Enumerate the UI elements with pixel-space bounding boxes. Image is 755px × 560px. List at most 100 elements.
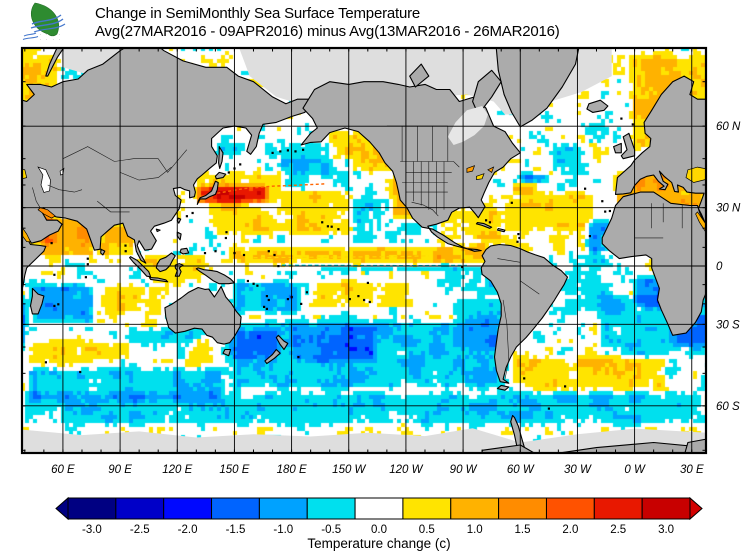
kuroshio-front-dashed — [217, 183, 326, 194]
logo-caption-row2: · · · · — [39, 37, 63, 42]
island-dot — [366, 281, 369, 284]
colorbar-segment — [641, 497, 691, 520]
island-dot — [265, 307, 268, 310]
colorbar-tick-label: -1.5 — [226, 524, 246, 536]
political-border — [400, 161, 460, 168]
island-dot — [564, 385, 567, 388]
colorbar-right-arrow — [689, 496, 703, 521]
colorbar-left-arrow — [55, 496, 69, 521]
colorbar-segment — [211, 497, 260, 520]
island-dot — [185, 215, 188, 218]
island-dot — [348, 298, 351, 301]
political-border — [47, 184, 83, 193]
island-dot — [124, 250, 127, 253]
colorbar-tick-label: -2.0 — [178, 524, 198, 536]
island-dot — [256, 284, 259, 287]
island-dot — [294, 150, 297, 153]
island-dot — [326, 225, 329, 228]
figure-title-line2: Avg(27MAR2016 - 09APR2016) minus Avg(13M… — [95, 23, 560, 40]
political-border — [436, 161, 437, 214]
landmass-australia — [164, 285, 242, 345]
island-dot — [279, 150, 282, 153]
colorbar-tick-label: -1.0 — [273, 524, 293, 536]
landmass-java — [149, 276, 169, 283]
political-border — [97, 200, 130, 213]
ice-area-hudson-bay-top — [447, 106, 488, 145]
landmass-africa — [21, 191, 707, 336]
island-dot — [305, 291, 308, 294]
island-dot — [44, 361, 47, 364]
landmass-nz-north-island — [275, 334, 289, 351]
island-dot — [286, 298, 289, 301]
landmass-nz-south-island — [264, 348, 281, 365]
logo-leaf-icon: · · · · · · · · — [22, 1, 76, 45]
colorbar-segment — [258, 497, 308, 520]
lon-axis-label: 0 W — [624, 464, 646, 476]
colorbar-tick-label: -0.5 — [321, 524, 341, 536]
lat-axis-label: 60 N — [716, 121, 741, 133]
wave-line-1 — [31, 14, 62, 25]
island-dot — [79, 370, 82, 374]
lon-axis-label: 30 W — [564, 464, 592, 476]
island-dot — [227, 171, 230, 174]
colorbar-tick-label: 1.0 — [467, 524, 483, 536]
equatorial-front-dashed — [282, 264, 467, 267]
lon-axis-label: 90 W — [450, 464, 478, 476]
lake-caspian-sea — [37, 166, 51, 193]
colorbar-tick-label: 2.5 — [610, 524, 626, 536]
island-dot — [523, 377, 526, 380]
lat-axis-label: 0 — [716, 261, 723, 273]
landmass-ireland — [613, 142, 622, 154]
landmass-hispaniola — [496, 227, 506, 233]
landmass-borneo — [155, 252, 176, 273]
island-dot — [608, 209, 611, 213]
colorbar-segment — [450, 497, 500, 520]
colorbar-segment — [163, 497, 213, 520]
island-dot — [321, 221, 324, 224]
political-border — [520, 280, 540, 295]
colorbar-segment — [354, 497, 404, 520]
political-border — [447, 126, 449, 162]
necc-front-dashed — [253, 255, 429, 259]
wave-line-3 — [33, 23, 66, 33]
political-border — [32, 187, 41, 208]
lon-axis-label: 150 W — [332, 464, 366, 476]
landmass-tierra-del-fuego — [496, 384, 510, 391]
island-dot — [239, 163, 242, 166]
political-border — [413, 161, 414, 202]
lon-axis-label: 60 E — [51, 464, 75, 476]
map-layers — [21, 47, 707, 454]
colorbar-segment — [593, 497, 643, 520]
island-dot — [86, 257, 89, 260]
colorbar-tick-label: 3.0 — [658, 524, 674, 536]
island-dot — [203, 252, 207, 255]
island-dot — [601, 200, 604, 203]
lake-great-lake-ontario — [487, 166, 495, 173]
colorbar-caption: Temperature change (c) — [307, 536, 450, 551]
landmass-antarctica-coast-c — [21, 438, 707, 454]
landmass-south-america — [480, 243, 569, 384]
landmass-sakhalin — [218, 146, 224, 169]
lake-persian-gulf — [37, 207, 56, 219]
lon-axis-label: 60 W — [507, 464, 535, 476]
figure-title-line1: Change in SemiMonthly Sea Surface Temper… — [95, 5, 421, 22]
island-dot — [252, 282, 255, 285]
island-dot — [273, 253, 276, 257]
island-dot — [620, 117, 623, 120]
island-dot — [50, 242, 53, 245]
lat-axis-label: 60 S — [716, 401, 740, 413]
island-dot — [286, 149, 289, 152]
island-dot — [337, 228, 340, 231]
landmass-baffin-island — [472, 69, 502, 116]
lon-axis-label: 90 E — [108, 464, 132, 476]
island-dot — [488, 221, 491, 224]
political-border — [62, 146, 188, 173]
colorbar-tick-label: -2.5 — [130, 524, 150, 536]
landmass-japan-hokkaido — [214, 171, 227, 180]
landmass-novaya-zemlya — [45, 47, 65, 77]
colorbar: -3.0 -2.5 -2.0 -1.5 -1.0 -0.5 0.0 0.5 1.0 1.5 2.0 2… — [55, 496, 703, 551]
island-dot — [584, 187, 587, 190]
landmass-mindanao — [179, 247, 190, 255]
island-dot — [363, 298, 366, 302]
landmass-greenland — [495, 47, 580, 128]
